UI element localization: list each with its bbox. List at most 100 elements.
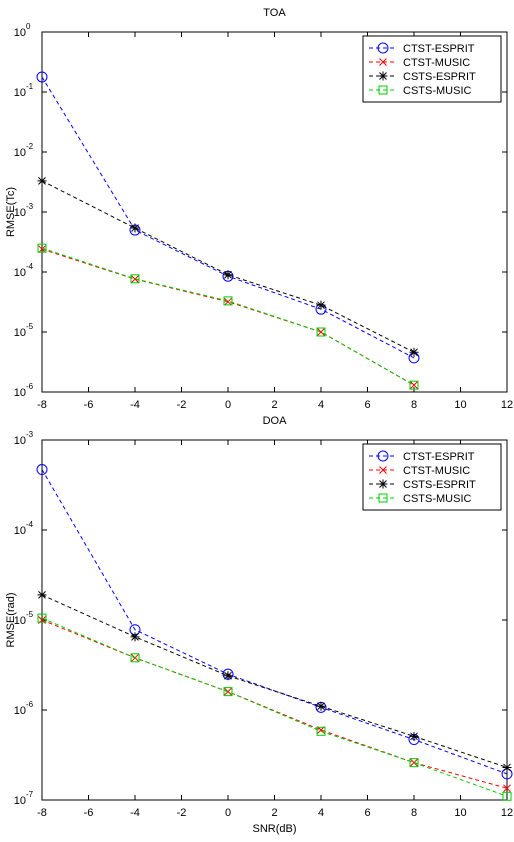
x-tick-label: 0	[225, 399, 231, 411]
marker	[503, 784, 511, 793]
y-tick-exponent: -6	[26, 700, 34, 709]
x-tick-label: -4	[130, 399, 140, 411]
x-tick-label: 12	[501, 807, 513, 819]
x-tick-label: -2	[177, 807, 187, 819]
marker	[130, 223, 140, 233]
x-tick-label: 4	[318, 399, 324, 411]
marker	[377, 450, 389, 462]
marker	[379, 466, 387, 474]
x-tick-label: 12	[501, 399, 513, 411]
x-tick-label: -6	[84, 399, 94, 411]
marker	[36, 464, 48, 476]
series-line	[41, 619, 508, 789]
marker	[316, 327, 326, 337]
y-tick-exponent: -6	[26, 382, 34, 391]
y-tick-exponent: -4	[26, 520, 34, 529]
y-tick-exponent: -2	[26, 142, 34, 151]
marker	[410, 381, 418, 390]
legend-label: CTST-ESPRIT	[403, 43, 475, 55]
y-tick-exponent: -4	[26, 262, 34, 271]
y-tick-label: 10	[14, 435, 26, 447]
marker	[378, 85, 388, 95]
marker	[36, 71, 48, 83]
y-tick-label: 10	[14, 387, 26, 399]
x-axis-label: SNR(dB)	[252, 823, 296, 835]
marker	[224, 687, 232, 696]
marker	[378, 71, 388, 81]
marker	[502, 791, 512, 801]
marker	[37, 243, 47, 253]
marker	[223, 296, 233, 306]
chart-title: DOA	[263, 415, 288, 427]
marker	[377, 42, 389, 54]
legend-box	[362, 35, 502, 103]
marker	[224, 297, 232, 306]
x-tick-label: -4	[130, 807, 140, 819]
legend-label: CSTS-MUSIC	[403, 493, 472, 505]
marker	[130, 653, 140, 663]
y-tick-exponent: -5	[26, 610, 34, 619]
marker	[409, 731, 419, 741]
marker	[223, 270, 233, 280]
marker	[378, 493, 388, 503]
x-tick-label: 4	[318, 807, 324, 819]
series-line	[41, 594, 508, 768]
marker	[409, 347, 419, 357]
y-tick-label: 10	[14, 615, 26, 627]
marker	[317, 328, 325, 336]
y-tick-exponent: -7	[26, 790, 34, 799]
x-tick-label: 10	[454, 807, 466, 819]
marker	[37, 613, 47, 623]
y-tick-exponent: -3	[26, 430, 34, 439]
x-tick-label: -8	[37, 807, 47, 819]
marker	[409, 758, 419, 768]
series-line	[41, 247, 415, 386]
y-axis-label: RMSE(Tc)	[5, 187, 17, 237]
legend-label: CSTS-ESPRIT	[403, 71, 476, 83]
x-tick-label: 0	[225, 807, 231, 819]
y-tick-label: 10	[14, 267, 26, 279]
y-axis-label: RMSE(rad)	[5, 592, 17, 647]
x-tick-label: -8	[37, 399, 47, 411]
series-line	[41, 617, 508, 797]
x-tick-label: 6	[364, 399, 370, 411]
y-tick-label: 10	[14, 327, 26, 339]
y-tick-label: 10	[14, 207, 26, 219]
legend-label: CSTS-MUSIC	[403, 85, 472, 97]
legend-label: CTST-MUSIC	[403, 57, 470, 69]
y-tick-label: 10	[14, 87, 26, 99]
y-tick-exponent: -1	[26, 82, 34, 91]
marker	[223, 671, 233, 681]
marker	[37, 590, 47, 600]
y-tick-exponent: -3	[26, 202, 34, 211]
marker	[316, 701, 326, 711]
marker	[223, 687, 233, 697]
x-tick-label: -2	[177, 399, 187, 411]
legend-label: CTST-MUSIC	[403, 465, 470, 477]
legend-label: CTST-ESPRIT	[403, 451, 475, 463]
marker	[38, 245, 46, 254]
marker	[379, 58, 387, 66]
y-tick-label: 10	[14, 525, 26, 537]
y-tick-label: 10	[14, 705, 26, 717]
marker	[409, 380, 419, 390]
x-tick-label: -6	[84, 807, 94, 819]
series-line	[41, 248, 415, 386]
marker	[316, 300, 326, 310]
marker	[502, 762, 512, 772]
y-tick-exponent: 0	[26, 22, 31, 31]
y-tick-exponent: -5	[26, 322, 34, 331]
legend-box	[362, 443, 502, 511]
marker	[378, 479, 388, 489]
x-tick-label: 6	[364, 807, 370, 819]
marker	[37, 176, 47, 186]
y-tick-label: 10	[14, 795, 26, 807]
y-tick-label: 10	[14, 147, 26, 159]
x-tick-label: 2	[271, 399, 277, 411]
x-tick-label: 2	[271, 807, 277, 819]
x-tick-label: 8	[411, 399, 417, 411]
series-line	[41, 469, 508, 775]
marker	[130, 632, 140, 642]
x-tick-label: 10	[454, 399, 466, 411]
